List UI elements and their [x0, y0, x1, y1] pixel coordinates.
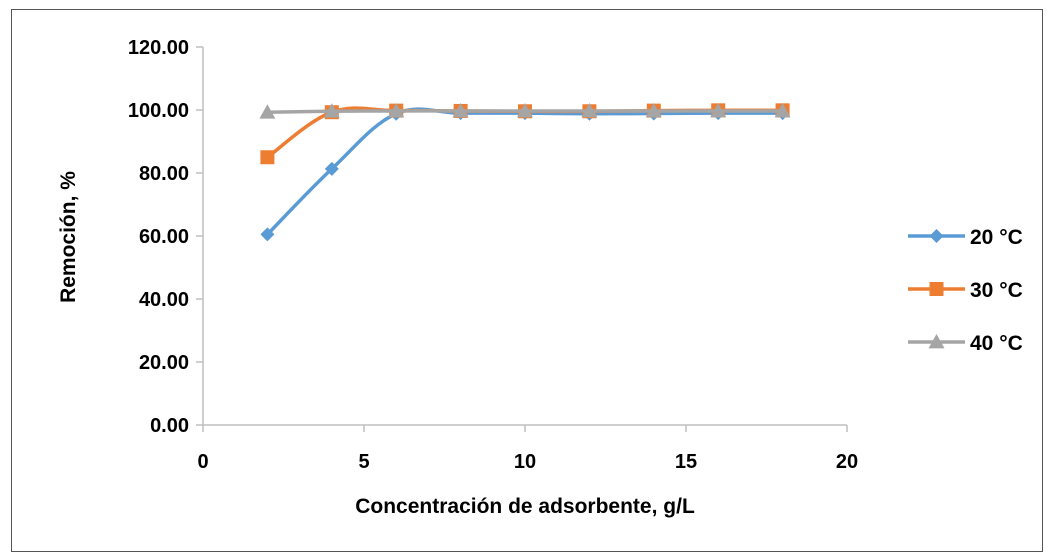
data-point-40c [710, 102, 727, 118]
chart-frame [11, 9, 1043, 552]
data-point-40c [259, 104, 276, 119]
legend-label: 40 °C [970, 332, 1023, 355]
legend-marker [929, 282, 944, 296]
legend-label: 20 °C [970, 226, 1023, 249]
y-tick-label: 40.00 [139, 289, 189, 311]
x-tick-label: 15 [675, 451, 697, 473]
data-point-40c [323, 103, 340, 118]
legend-marker [928, 334, 945, 349]
x-tick-label: 10 [514, 451, 536, 473]
x-axis-title: Concentración de adsorbente, g/L [355, 495, 695, 518]
legend-label: 30 °C [970, 279, 1023, 302]
legend: 20 °C 30 °C 40 °C [908, 226, 1023, 355]
y-tick-label: 60.00 [139, 226, 189, 248]
data-point-30c [260, 150, 275, 165]
data-point-40c [774, 102, 791, 118]
legend-item-30c: 30 °C [908, 279, 1023, 302]
plot-area: 0.00 20.00 40.00 60.00 80.00 100.00 120.00 0 5 10… [128, 37, 858, 473]
y-tick-label: 20.00 [139, 352, 189, 374]
y-tick-label: 120.00 [128, 37, 189, 59]
legend-marker [929, 229, 944, 243]
x-tick-label: 0 [197, 451, 208, 473]
data-point-40c [452, 102, 469, 118]
x-tick-label: 20 [836, 451, 858, 473]
series-line-20c [266, 107, 783, 236]
x-tick-label: 5 [358, 451, 369, 473]
data-point-20c [260, 227, 275, 242]
y-tick-label: 0.00 [150, 415, 189, 437]
data-point-40c [388, 102, 405, 118]
legend-item-20c: 20 °C [908, 226, 1023, 249]
y-axis-title: Remoción, % [57, 171, 80, 303]
legend-item-40c: 40 °C [908, 332, 1023, 355]
y-tick-label: 100.00 [128, 100, 189, 122]
data-point-40c [517, 102, 533, 118]
data-point-40c [581, 102, 598, 118]
data-point-40c [645, 102, 662, 118]
y-tick-label: 80.00 [139, 163, 189, 185]
data-point-20c [324, 161, 339, 176]
